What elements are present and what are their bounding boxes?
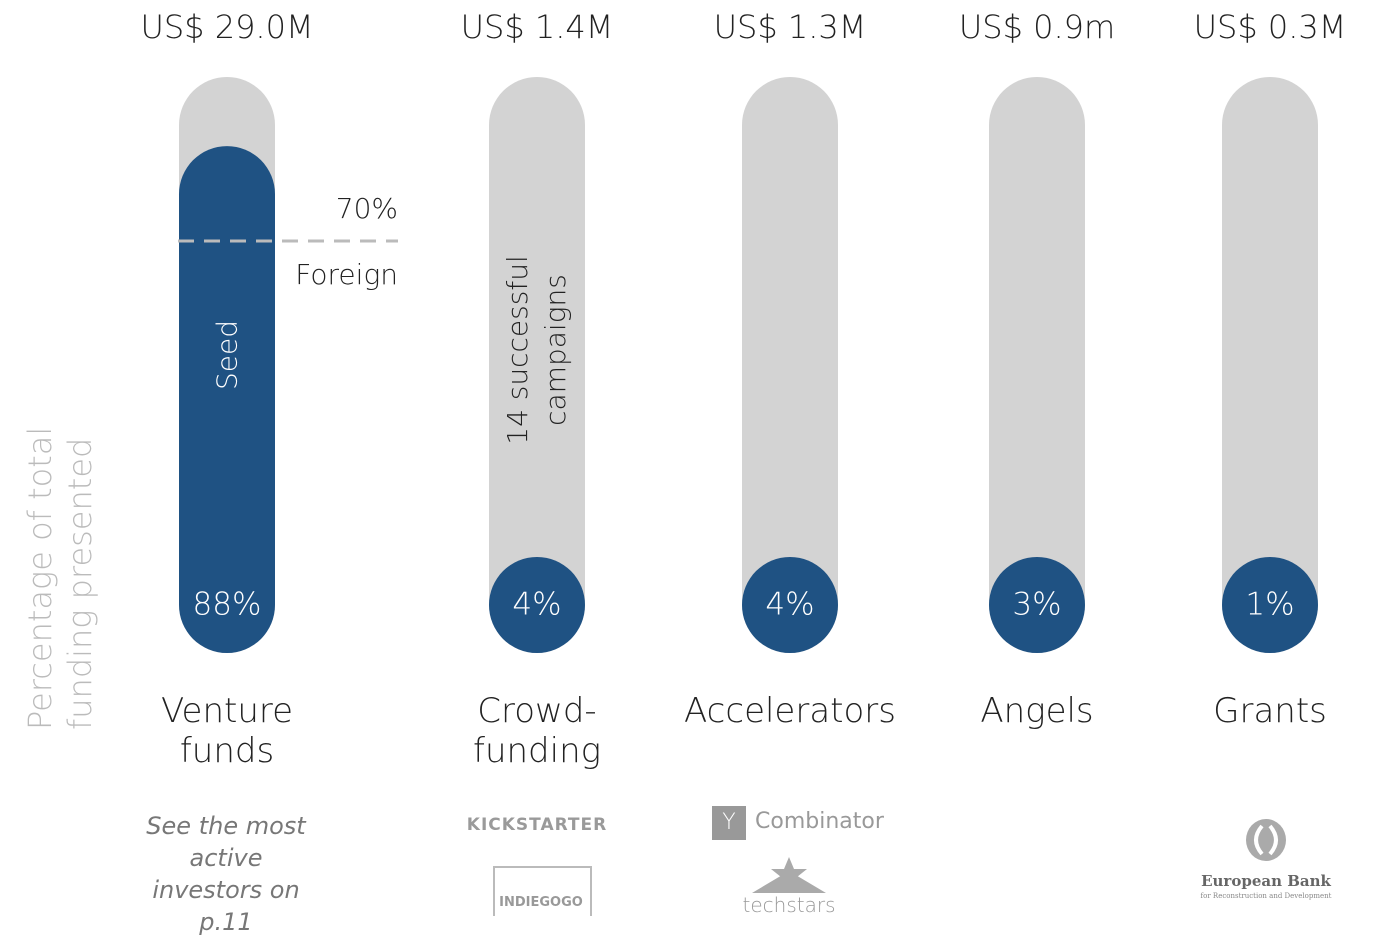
value-label: 3% [1012, 587, 1061, 623]
logo-text: techstars [742, 893, 836, 917]
logo-text: KICKSTARTER [466, 815, 608, 835]
logo-text: European Bank [1201, 872, 1331, 890]
amount-label: US$ 0.9m [958, 8, 1116, 46]
amount-label: US$ 0.3M [1193, 8, 1347, 46]
amount-label: US$ 1.3M [713, 8, 867, 46]
y-axis-label: Percentage of total funding presented [21, 426, 99, 730]
logo-star [752, 857, 826, 893]
logo-text: INDIEGOGO [499, 895, 583, 910]
logo-text: for Reconstruction and Development [1200, 892, 1332, 900]
bar [489, 557, 585, 653]
chart: 88% 4% 4% 3% 1% [178, 77, 1318, 893]
category-label: Venture funds [160, 691, 294, 771]
value-label: 88% [193, 587, 262, 623]
logo-text: Combinator [755, 809, 884, 834]
bar-track [489, 77, 585, 653]
value-label: 1% [1245, 587, 1294, 623]
amount-label: US$ 1.4M [460, 8, 614, 46]
category-label: Grants [1213, 691, 1327, 731]
bar-track [742, 77, 838, 653]
annotation: Seed [210, 320, 244, 390]
value-label: 4% [765, 587, 814, 623]
logo-box: Y [712, 806, 746, 840]
annotation: 70% [335, 192, 398, 225]
annotation: 14 successful campaigns [501, 255, 572, 445]
logo-ebrd [1246, 819, 1286, 861]
category-label: Angels [980, 691, 1094, 731]
annotation: Foreign [295, 258, 398, 291]
value-label: 4% [512, 587, 561, 623]
logo-ebrd-mark [1254, 824, 1278, 856]
amount-label: US$ 29.0M [140, 8, 314, 46]
logo-box [493, 866, 592, 916]
bar [742, 557, 838, 653]
bar [989, 557, 1085, 653]
note: See the most active investors on p.11 [146, 812, 306, 936]
bar-track [1222, 77, 1318, 653]
bar [1222, 557, 1318, 653]
bar [179, 146, 275, 653]
category-label: Accelerators [684, 691, 896, 731]
bar-track [989, 77, 1085, 653]
category-label: Crowd-funding [472, 691, 602, 771]
page: 88% 4% 4% 3% 1% Percentage of total funding … [21, 8, 1347, 936]
